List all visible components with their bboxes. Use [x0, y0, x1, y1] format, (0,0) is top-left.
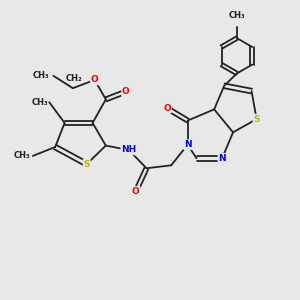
Text: CH₃: CH₃	[14, 152, 31, 160]
Text: CH₃: CH₃	[31, 98, 48, 107]
Text: O: O	[163, 104, 171, 113]
Text: O: O	[91, 75, 98, 84]
Text: O: O	[132, 187, 140, 196]
Text: S: S	[83, 160, 90, 169]
Text: CH₂: CH₂	[66, 74, 83, 83]
Text: NH: NH	[121, 146, 136, 154]
Text: CH₃: CH₃	[32, 71, 49, 80]
Text: N: N	[218, 154, 226, 163]
Text: CH₃: CH₃	[229, 11, 245, 20]
Text: O: O	[122, 87, 130, 96]
Text: N: N	[184, 140, 191, 149]
Text: S: S	[253, 115, 260, 124]
